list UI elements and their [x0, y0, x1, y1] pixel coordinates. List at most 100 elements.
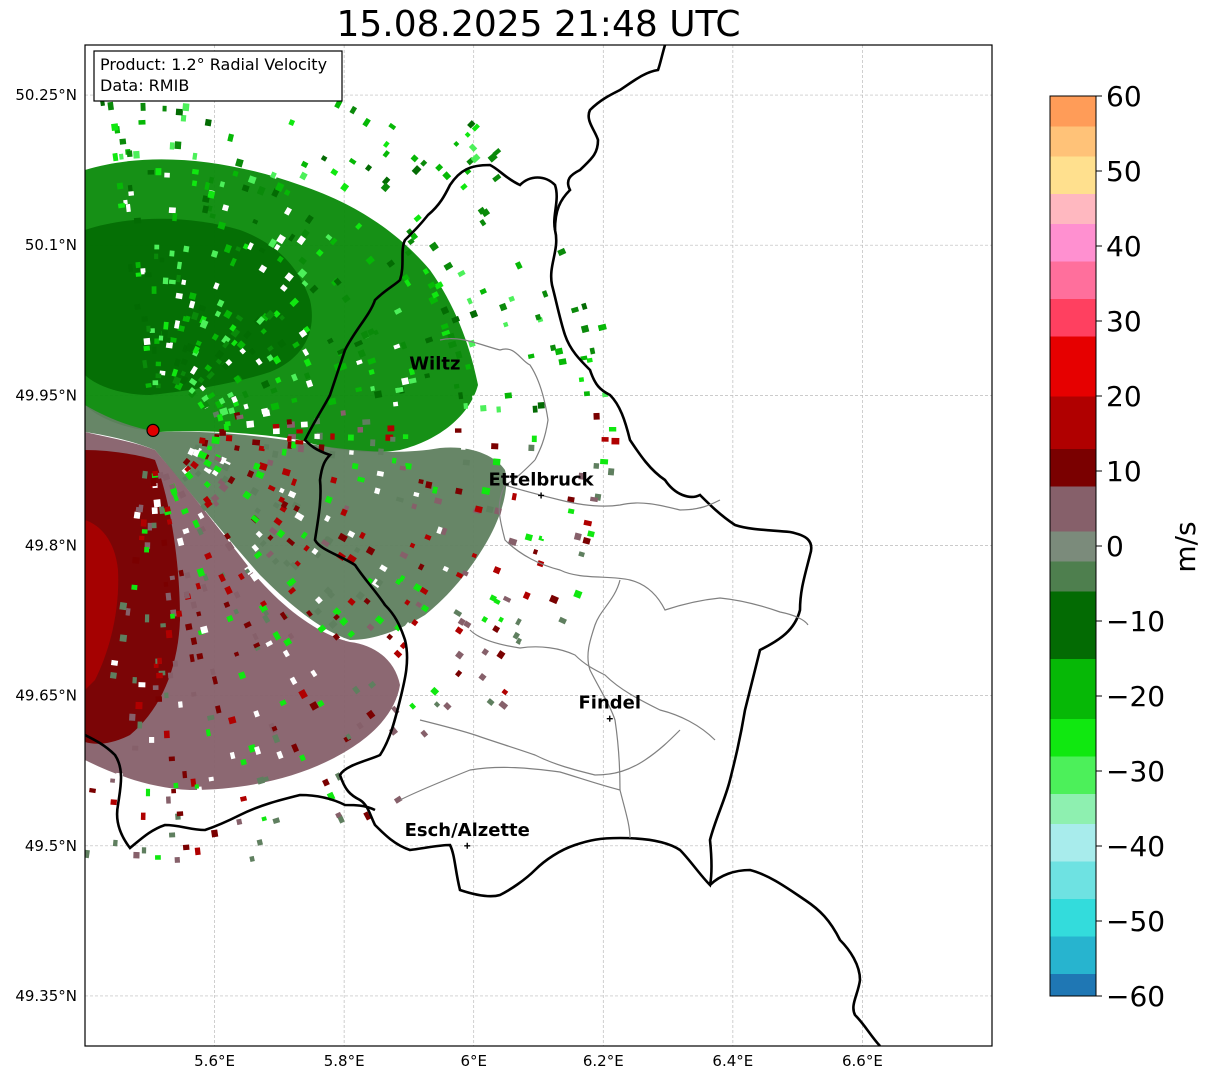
echo-pixel	[381, 176, 391, 186]
radar-velocity-field	[85, 98, 620, 863]
echo-pixel	[272, 501, 280, 509]
echo-pixel	[229, 324, 237, 332]
echo-pixel	[180, 114, 187, 122]
echo-pixel	[135, 261, 141, 269]
echo-pixel	[557, 247, 567, 257]
echo-pixel	[180, 370, 187, 377]
belgium-france-border	[85, 733, 376, 850]
echo-pixel	[134, 303, 141, 310]
echo-pixel	[401, 377, 410, 386]
echo-pixel	[455, 650, 464, 660]
echo-pixel	[428, 645, 438, 655]
echo-pixel	[486, 698, 495, 706]
echo-pixel	[152, 470, 159, 477]
echo-pixel	[410, 232, 419, 241]
echo-pixel	[218, 397, 226, 405]
outbound-bright-red-area	[85, 520, 119, 690]
echo-pixel	[235, 314, 244, 322]
echo-pixel	[435, 163, 444, 172]
echo-pixel	[413, 214, 422, 223]
echo-pixel	[221, 362, 230, 370]
echo-pixel	[267, 484, 276, 492]
echo-pixel	[264, 309, 276, 321]
echo-pixel	[227, 391, 234, 399]
echo-pixel	[364, 164, 373, 172]
echo-pixel	[249, 855, 255, 862]
echo-pixel	[267, 345, 274, 352]
echo-pixel	[194, 847, 201, 856]
echo-pixel	[195, 340, 202, 347]
echo-pixel	[236, 340, 246, 350]
echo-pixel	[290, 802, 299, 811]
echo-pixel	[197, 450, 208, 460]
echo-pixel	[164, 692, 169, 699]
echo-pixel	[160, 623, 166, 628]
echo-pixel	[290, 478, 298, 487]
echo-pixel	[358, 531, 366, 540]
echo-pixel	[233, 375, 242, 384]
echo-pixel	[246, 470, 255, 478]
echo-pixel	[158, 506, 165, 515]
echo-pixel	[178, 569, 185, 577]
echo-pixel	[390, 436, 396, 442]
echo-pixel	[133, 851, 140, 859]
echo-pixel	[253, 642, 261, 649]
echo-pixel	[274, 243, 281, 251]
echo-pixel	[498, 616, 504, 623]
echo-pixel	[137, 721, 143, 729]
echo-pixel	[259, 600, 267, 608]
echo-pixel	[570, 306, 580, 314]
echo-pixel	[288, 233, 296, 242]
echo-pixel	[324, 495, 333, 504]
echo-pixel	[419, 586, 429, 595]
echo-pixel	[580, 355, 588, 361]
echo-pixel	[111, 123, 119, 132]
echo-pixel	[233, 651, 240, 657]
echo-pixel	[176, 811, 184, 817]
echo-pixel	[270, 387, 278, 394]
echo-pixel	[110, 799, 118, 806]
echo-pixel	[288, 577, 297, 586]
echo-pixel	[273, 517, 283, 526]
echo-pixel	[389, 181, 399, 191]
echo-pixel	[221, 462, 231, 472]
echo-pixel	[140, 812, 146, 820]
echo-pixel	[424, 373, 431, 379]
echo-pixel	[151, 522, 157, 529]
echo-pixel	[425, 481, 433, 489]
echo-pixel	[165, 341, 174, 349]
echo-pixel	[340, 182, 350, 192]
echo-pixel	[261, 816, 267, 822]
echo-pixel	[211, 675, 218, 685]
echo-pixel	[155, 855, 161, 860]
echo-pixel	[412, 583, 423, 593]
echo-pixel	[395, 386, 404, 394]
echo-pixel	[336, 348, 346, 356]
echo-pixel	[251, 544, 260, 552]
echo-pixel	[289, 297, 300, 308]
echo-pixel	[418, 478, 424, 485]
city-label: Esch/Alzette	[405, 820, 530, 841]
echo-pixel	[270, 402, 280, 411]
echo-pixel	[333, 613, 340, 621]
echo-pixel	[317, 699, 325, 708]
echo-pixel	[125, 849, 132, 855]
echo-pixel	[542, 593, 551, 602]
echo-pixel	[180, 358, 188, 366]
echo-pixel	[203, 459, 213, 468]
echo-pixel	[474, 505, 483, 514]
echo-pixel	[367, 328, 376, 336]
echo-pixel	[295, 439, 304, 445]
echo-pixel	[219, 429, 226, 436]
echo-pixel	[195, 582, 202, 590]
echo-pixel	[221, 335, 231, 345]
echo-pixel	[314, 596, 323, 605]
echo-pixel	[549, 594, 559, 605]
echo-pixel	[182, 475, 189, 482]
echo-pixel	[303, 358, 312, 367]
echo-pixel	[272, 427, 280, 435]
echo-pixel	[455, 350, 463, 359]
echo-pixel	[228, 716, 237, 725]
echo-pixel	[471, 552, 478, 559]
echo-pixel	[485, 505, 494, 514]
